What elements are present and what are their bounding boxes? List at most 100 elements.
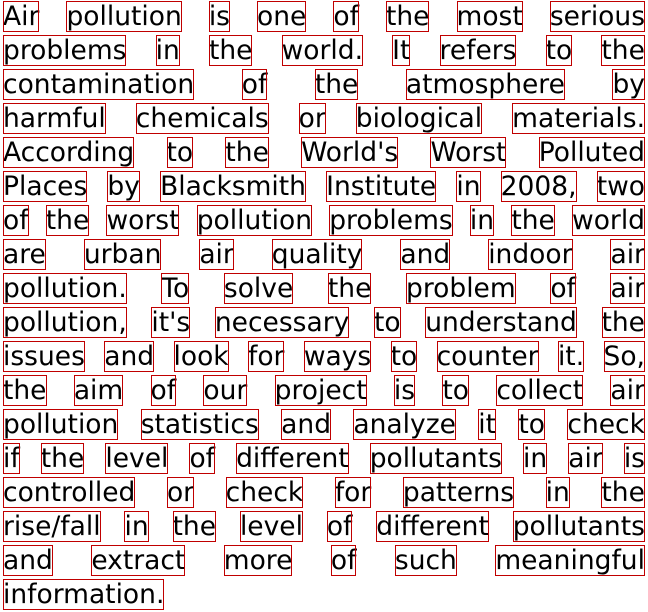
word: counter <box>436 341 539 372</box>
text-line: pollution. To solve the problem of air <box>3 272 645 306</box>
word: air <box>610 273 645 304</box>
word: Worst <box>430 137 507 168</box>
word: by <box>107 171 140 202</box>
word: 2008, <box>500 171 577 202</box>
text-line: Places by Blacksmith Institute in 2008, … <box>3 170 645 204</box>
word: and <box>104 341 155 372</box>
word: the <box>601 307 645 338</box>
word: atmosphere <box>405 69 565 100</box>
word: analyze <box>353 409 456 440</box>
word: pollutants <box>512 511 645 542</box>
word: biological <box>355 103 483 134</box>
word: for <box>248 341 285 372</box>
word: of <box>3 205 29 236</box>
word: it's <box>151 307 191 338</box>
text-line: contamination of the atmosphere by <box>3 68 645 102</box>
word: or <box>166 477 195 508</box>
text-line: if the level of different pollutants in … <box>3 442 645 476</box>
text-line: controlled or check for patterns in the <box>3 476 645 510</box>
text-line: the aim of our project is to collect air <box>3 374 645 408</box>
word: materials. <box>512 103 645 134</box>
word: level <box>105 443 169 474</box>
word: controlled <box>3 477 136 508</box>
word: Places <box>3 171 88 202</box>
word: to <box>442 375 470 406</box>
word: serious <box>549 1 645 32</box>
word: meaningful <box>495 545 645 576</box>
word: statistics <box>140 409 259 440</box>
word: of <box>326 511 353 542</box>
text-line: According to the World's Worst Polluted <box>3 136 645 170</box>
word: solve <box>223 273 294 304</box>
word: information. <box>3 579 165 610</box>
word: of <box>189 443 215 474</box>
word: the <box>601 477 645 508</box>
text-line: information. <box>3 578 645 612</box>
word: indoor <box>488 239 573 270</box>
word: is <box>623 443 645 474</box>
word: pollution. <box>3 273 127 304</box>
word: is <box>208 1 230 32</box>
word: such <box>394 545 457 576</box>
word: by <box>612 69 645 100</box>
word: to <box>545 35 573 66</box>
text-line: pollution statistics and analyze it to c… <box>3 408 645 442</box>
word: quality <box>271 239 363 270</box>
word: two <box>596 171 645 202</box>
word: project <box>274 375 367 406</box>
text-line: are urban air quality and indoor air <box>3 238 645 272</box>
word: chemicals <box>135 103 269 134</box>
word: pollution <box>196 205 313 236</box>
word: in <box>124 511 149 542</box>
word: air <box>568 443 603 474</box>
word: in <box>522 443 548 474</box>
word: check <box>567 409 645 440</box>
word: it <box>478 409 497 440</box>
word: check <box>225 477 304 508</box>
word: World's <box>301 137 399 168</box>
word: world <box>572 205 645 236</box>
word: in <box>545 477 570 508</box>
word: are <box>3 239 46 270</box>
word: refers <box>439 35 517 66</box>
word: pollution, <box>3 307 127 338</box>
word: air <box>199 239 234 270</box>
word: of <box>330 545 357 576</box>
word: Institute <box>326 171 437 202</box>
word: is <box>393 375 416 406</box>
word: the <box>3 375 47 406</box>
text-line: problems in the world. It refers to the <box>3 34 645 68</box>
word: the <box>45 205 90 236</box>
word: urban <box>83 239 162 270</box>
word: So, <box>603 341 645 372</box>
text-line: harmful chemicals or biological material… <box>3 102 645 136</box>
word: problems <box>329 205 453 236</box>
word: different <box>236 443 349 474</box>
word: to <box>390 341 418 372</box>
word: the <box>314 69 359 100</box>
word: issues <box>3 341 85 372</box>
word: understand <box>425 307 577 338</box>
word: Blacksmith <box>160 171 306 202</box>
word: if <box>3 443 20 474</box>
text-line: Air pollution is one of the most serious <box>3 0 645 34</box>
word: of <box>333 1 359 32</box>
word: different <box>376 511 489 542</box>
word: of <box>241 69 268 100</box>
word: pollution <box>66 1 182 32</box>
text-line: and extract more of such meaningful <box>3 544 645 578</box>
word: to <box>373 307 401 338</box>
word: for <box>334 477 372 508</box>
word: in <box>469 205 495 236</box>
word: of <box>150 375 177 406</box>
word: the <box>208 35 253 66</box>
word: necessary <box>214 307 350 338</box>
word: pollution <box>3 409 119 440</box>
word: the <box>601 35 645 66</box>
word: and <box>400 239 451 270</box>
word: air <box>610 239 645 270</box>
word: level <box>239 511 303 542</box>
word: rise/fall <box>3 511 101 542</box>
word: the <box>225 137 269 168</box>
